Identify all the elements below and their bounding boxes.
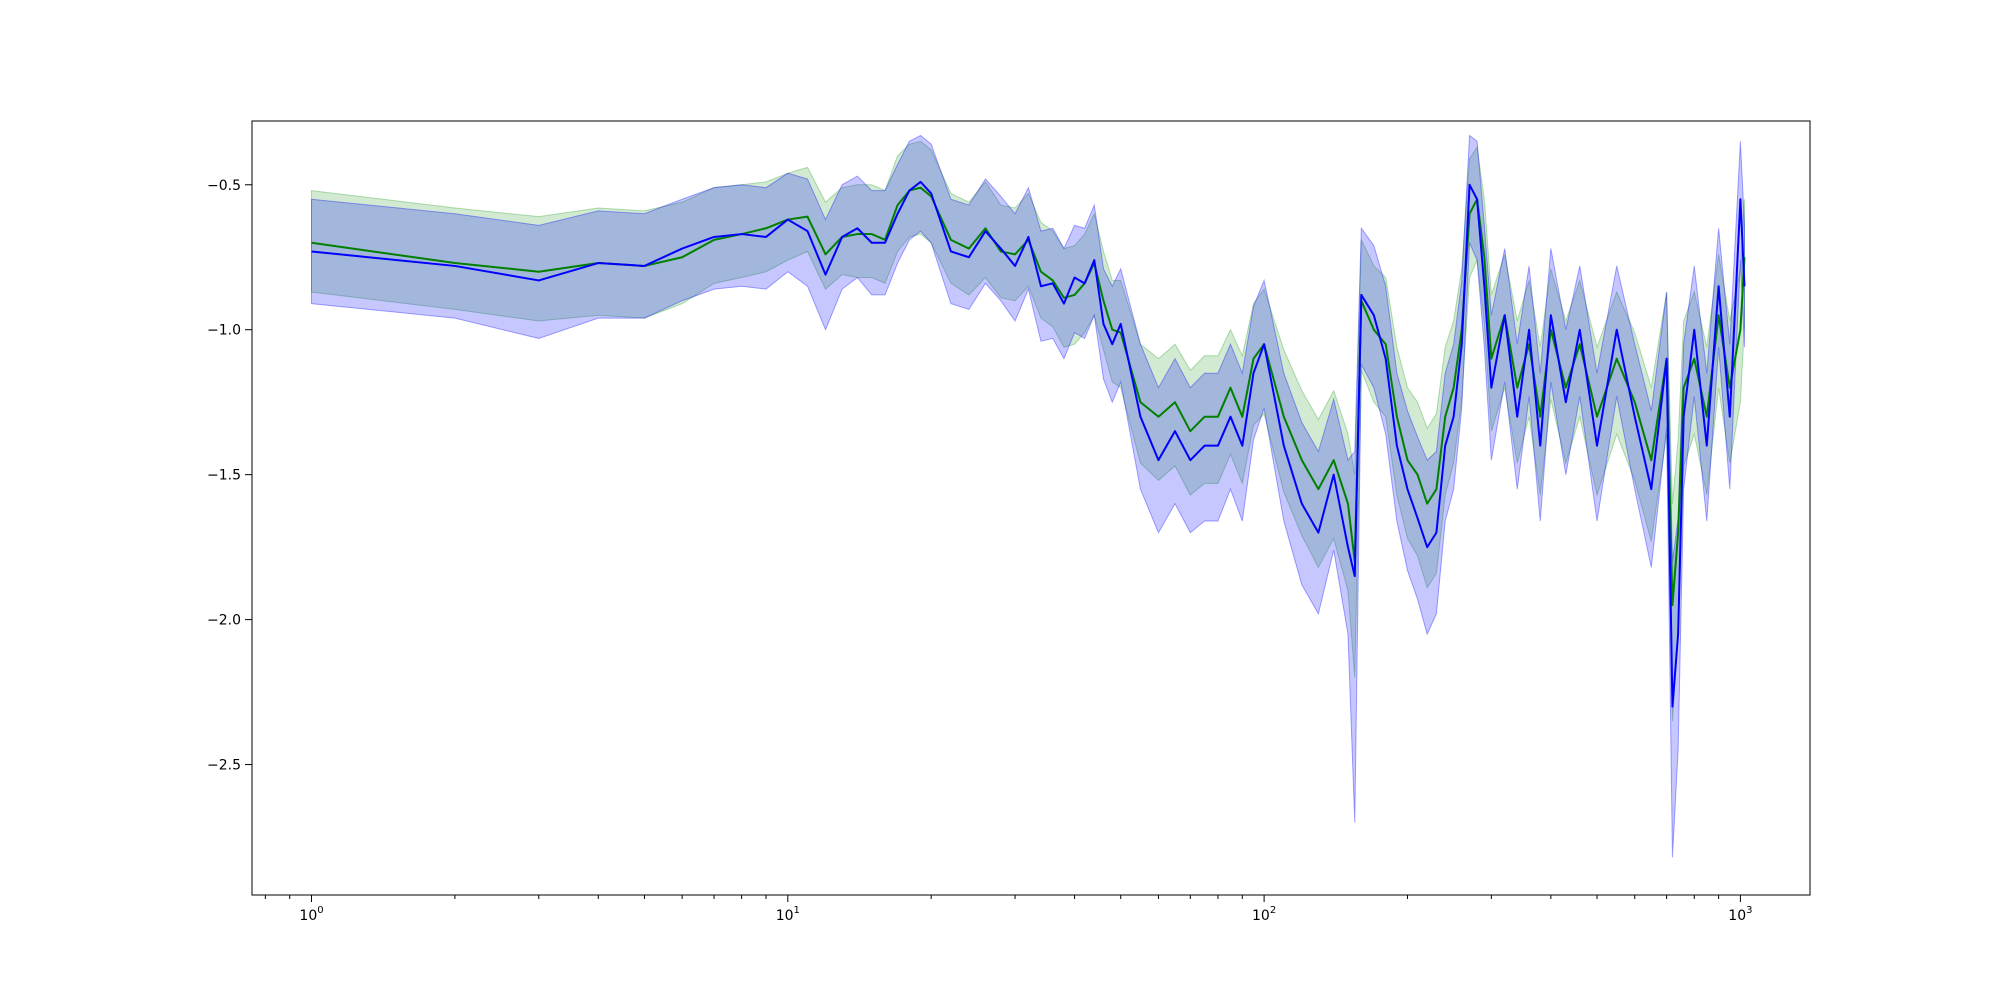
x-tick-label: 100 bbox=[299, 905, 323, 924]
series-1-band bbox=[311, 140, 1745, 722]
y-axis: −0.5 −1.0 −1.5 −2.0 −2.5 bbox=[207, 178, 252, 774]
series-2-line bbox=[311, 180, 1746, 708]
x-tick-label: 101 bbox=[776, 905, 800, 924]
confidence-bands bbox=[311, 134, 1745, 858]
series-2-band bbox=[311, 134, 1745, 858]
y-tick-label: −0.5 bbox=[207, 178, 241, 194]
series-lines bbox=[311, 180, 1746, 708]
y-tick-label: −1.5 bbox=[207, 468, 241, 484]
y-tick-label: −1.0 bbox=[207, 323, 241, 339]
plot-frame bbox=[251, 120, 1811, 896]
x-tick-label: 103 bbox=[1728, 905, 1752, 924]
y-tick-label: −2.5 bbox=[207, 758, 241, 774]
y-tick-label: −2.0 bbox=[207, 613, 241, 629]
x-axis: 100 101 102 103 bbox=[264, 895, 1753, 924]
x-tick-label: 102 bbox=[1252, 905, 1276, 924]
